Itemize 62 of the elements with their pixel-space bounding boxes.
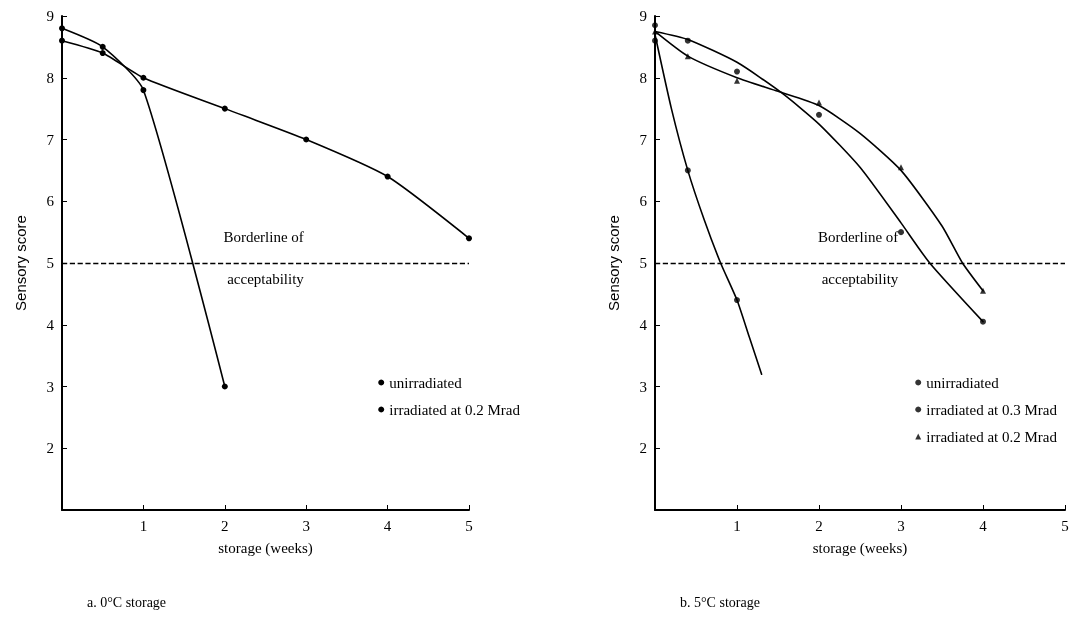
legend-label: unirradiated: [926, 374, 1000, 391]
y-tick-label: 8: [46, 69, 54, 86]
point: [684, 167, 691, 174]
text: b. 5°C storage: [680, 594, 760, 610]
point: [980, 318, 986, 325]
y-tick-label: 6: [46, 193, 55, 210]
point: [466, 235, 472, 242]
point: [734, 297, 740, 304]
x-tick-label: 5: [1061, 517, 1069, 534]
x-tick-label: 5: [465, 517, 473, 534]
y-tick-label: 9: [639, 8, 647, 24]
y-tick-label: 7: [639, 131, 648, 148]
x-tick-label: 4: [383, 517, 392, 534]
legend-label: unirradiated: [389, 374, 463, 391]
legend-label: irradiated at 0.2 Mrad: [389, 401, 521, 418]
x-tick-label: 2: [815, 517, 823, 534]
y-axis-title: Sensory score: [605, 215, 622, 311]
x-tick-label: 3: [302, 517, 310, 534]
point: [734, 77, 740, 84]
y-tick-label: 8: [639, 69, 647, 86]
point: [734, 68, 740, 75]
y-tick-label: 2: [46, 440, 54, 457]
x-tick-label: 1: [139, 517, 148, 534]
point: [384, 173, 391, 180]
y-axis-title: Sensory score: [12, 215, 29, 311]
point: [980, 287, 986, 294]
point: [99, 50, 106, 57]
text: Borderline of acceptability: [223, 229, 304, 287]
y-tick-label: 5: [46, 255, 54, 271]
point: [816, 99, 822, 106]
point: [221, 105, 228, 112]
point: [140, 87, 147, 94]
text: a. 0°C storage: [87, 594, 167, 610]
point: [140, 74, 147, 81]
y-tick-label: 3: [46, 378, 54, 395]
point: [221, 383, 228, 390]
y-tick-label: 4: [46, 316, 55, 333]
x-tick-label: 1: [733, 517, 741, 534]
y-tick-label: 9: [46, 8, 54, 24]
y-tick-label: 6: [639, 193, 648, 210]
point: [303, 136, 310, 143]
x-axis-title: storage (weeks): [218, 539, 313, 557]
y-tick-label: 7: [46, 131, 55, 148]
legend-label: irradiated at 0.3 Mrad: [926, 401, 1058, 418]
point: [59, 25, 65, 32]
x-axis-title: storage (weeks): [812, 539, 908, 557]
x-tick-label: 4: [979, 517, 988, 534]
point: [59, 37, 65, 44]
point: [652, 37, 658, 44]
x-tick-label: 2: [221, 517, 229, 534]
y-tick-label: 5: [639, 255, 647, 271]
legend-label: irradiated at 0.2 Mrad: [926, 428, 1058, 445]
x-tick-label: 3: [897, 517, 905, 534]
text: Borderline of acceptability: [817, 229, 899, 287]
point: [652, 22, 658, 29]
y-tick-label: 2: [639, 440, 647, 457]
y-tick-label: 3: [639, 378, 647, 395]
point: [99, 43, 106, 50]
point: [898, 164, 904, 171]
point: [684, 37, 691, 44]
y-tick-label: 4: [639, 316, 648, 333]
point: [816, 111, 822, 118]
